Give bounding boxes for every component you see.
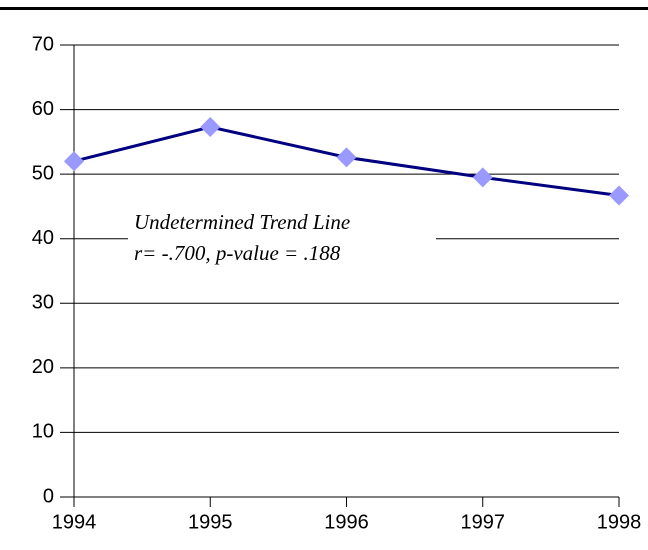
top-rule: [0, 7, 648, 10]
marker: [200, 117, 221, 138]
x-tick-label: 1997: [461, 511, 506, 533]
y-tick-label: 20: [32, 356, 54, 378]
y-tick-label: 70: [32, 33, 54, 55]
annotation: Undetermined Trend Line: [134, 210, 350, 234]
x-tick-label: 1996: [324, 511, 369, 533]
marker: [336, 147, 357, 168]
y-tick-label: 30: [32, 292, 54, 314]
y-tick-label: 10: [32, 421, 54, 443]
x-tick-label: 1998: [597, 511, 642, 533]
y-tick-label: 50: [32, 162, 54, 184]
marker: [609, 185, 629, 206]
x-tick-label: 1995: [188, 511, 233, 533]
marker: [472, 167, 493, 188]
annotation-box: [128, 205, 436, 273]
y-tick-label: 0: [43, 485, 54, 507]
marker: [64, 151, 84, 172]
annotation: r= -.700, p-value = .188: [134, 241, 341, 265]
y-tick-label: 60: [32, 98, 54, 120]
y-tick-label: 40: [32, 227, 54, 249]
x-tick-label: 1994: [52, 511, 97, 533]
